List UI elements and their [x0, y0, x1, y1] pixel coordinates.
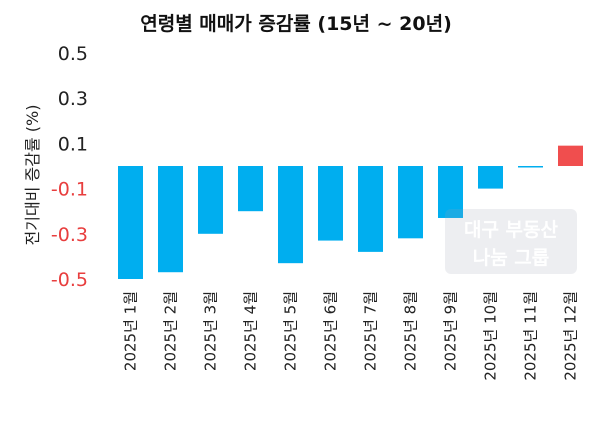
- bar: [318, 166, 343, 241]
- x-axis-ticks: 2025년 1월 2025년 2월 2025년 3월 2025년 4월 2025년 5월…: [122, 291, 580, 381]
- x-tick-label: 2025년 7월: [362, 291, 380, 371]
- bar: [438, 166, 463, 218]
- x-tick-label: 2025년 11월: [522, 291, 540, 381]
- x-tick-label: 2025년 4월: [242, 291, 260, 371]
- x-tick-label: 2025년 3월: [202, 291, 220, 371]
- y-tick-label: -0.1: [51, 179, 88, 201]
- bar: [238, 166, 263, 212]
- watermark-line2: 나눔 그룹: [473, 247, 550, 269]
- y-axis-label: 전기대비 증감률 (%): [23, 105, 42, 246]
- watermark-box: [445, 209, 577, 274]
- x-tick-label: 2025년 8월: [402, 291, 420, 371]
- x-tick-label: 2025년 10월: [482, 291, 500, 381]
- watermark-line1: 대구 부동산: [464, 219, 559, 241]
- bar: [478, 166, 503, 189]
- y-tick-label: 0.3: [58, 88, 88, 110]
- bar: [398, 166, 423, 239]
- bar: [278, 166, 303, 264]
- y-tick-label: 0.1: [58, 133, 88, 155]
- y-tick-label: -0.5: [51, 269, 88, 291]
- x-tick-label: 2025년 6월: [322, 291, 340, 371]
- x-tick-label: 2025년 1월: [122, 291, 140, 371]
- y-tick-label: -0.3: [51, 224, 88, 246]
- bar: [118, 166, 143, 279]
- bar: [198, 166, 223, 234]
- bar: [158, 166, 183, 273]
- x-tick-label: 2025년 9월: [442, 291, 460, 371]
- bar: [558, 145, 583, 166]
- y-axis-ticks: 0.5 0.3 0.1 -0.1 -0.3 -0.5: [51, 43, 88, 291]
- chart-title: 연령별 매매가 증감률 (15년 ~ 20년): [140, 13, 452, 35]
- bar: [358, 166, 383, 252]
- x-tick-label: 2025년 5월: [282, 291, 300, 371]
- x-tick-label: 2025년 12월: [562, 291, 580, 381]
- watermark: 대구 부동산 나눔 그룹: [445, 209, 577, 274]
- bar: [518, 166, 543, 168]
- y-tick-label: 0.5: [58, 43, 88, 65]
- bars: [118, 145, 583, 279]
- x-tick-label: 2025년 2월: [162, 291, 180, 371]
